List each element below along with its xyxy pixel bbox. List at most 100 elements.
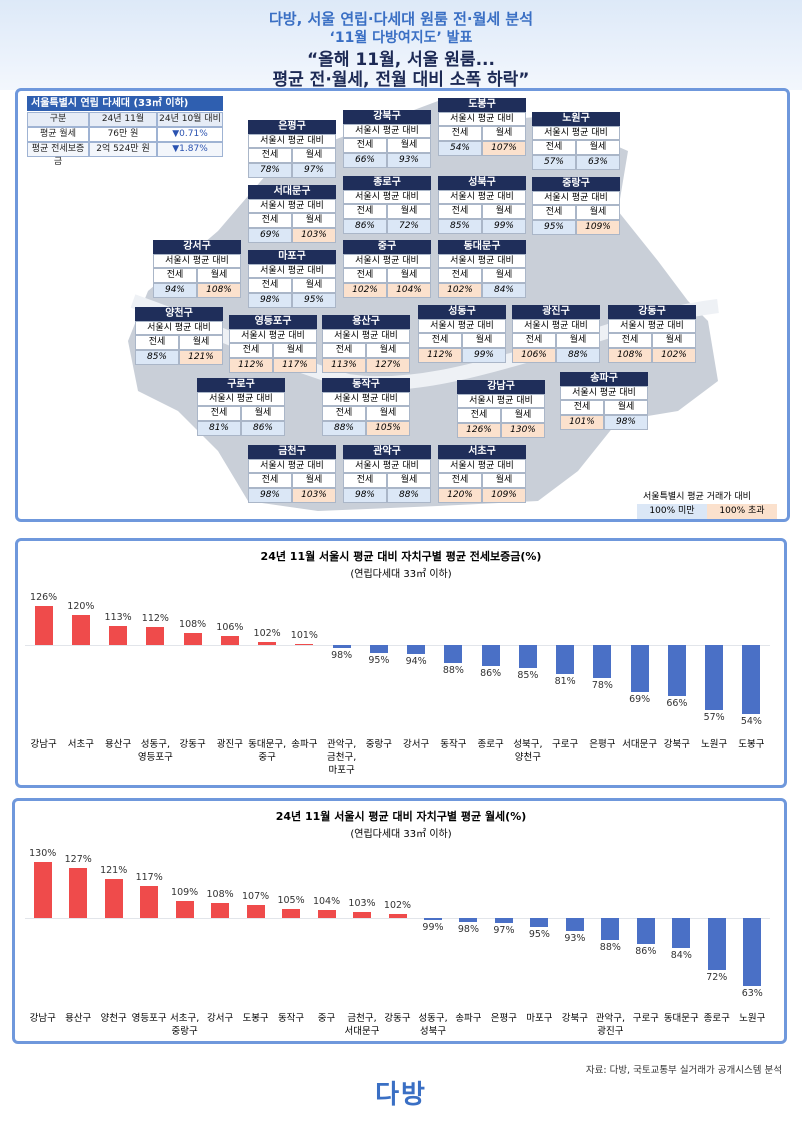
district-subheader: 서울시 평균 대비 [560, 386, 648, 400]
district-value: 99% [482, 219, 526, 234]
district-value: 130% [501, 423, 545, 438]
value-label: 121% [100, 864, 128, 876]
summary-cell: 2억 524만 원 [89, 142, 157, 157]
district-name: 종로구 [343, 176, 431, 190]
district-name: 구로구 [197, 378, 285, 392]
district-col: 월세 [652, 333, 696, 348]
x-tick-label: 강서구 [206, 1013, 234, 1024]
x-tick-label: 동작구 [440, 739, 467, 750]
x-tick-label: 동대문구, 중구 [248, 739, 287, 763]
district-subheader: 서울시 평균 대비 [322, 392, 410, 406]
baseline [25, 917, 770, 919]
bar [601, 917, 620, 941]
value-label: 88% [599, 942, 621, 954]
value-label: 103% [348, 898, 376, 910]
district-name: 용산구 [322, 315, 410, 329]
value-label: 130% [29, 848, 57, 860]
district-col: 월세 [241, 406, 285, 421]
value-label: 98% [331, 650, 353, 661]
x-tick-label: 종로구 [703, 1013, 730, 1024]
district-name: 관악구 [343, 445, 431, 459]
district-value: 126% [457, 423, 501, 438]
district-col: 월세 [462, 333, 506, 348]
x-tick-label: 송파구 [455, 1013, 482, 1024]
district-value: 97% [292, 163, 336, 178]
district-name: 광진구 [512, 305, 600, 319]
bar [423, 917, 442, 920]
district-subheader: 서울시 평균 대비 [608, 319, 696, 333]
bar [69, 867, 88, 918]
district-name: 양천구 [135, 307, 223, 321]
district-subheader: 서울시 평균 대비 [438, 459, 526, 473]
bar [71, 615, 90, 645]
district-col: 월세 [292, 213, 336, 228]
x-tick-label: 관악구, 금천구, 마포구 [327, 739, 357, 776]
district-col: 월세 [387, 268, 431, 283]
bar [183, 633, 202, 645]
district-value: 57% [532, 155, 576, 170]
chart-title: 24년 11월 서울시 평균 대비 자치구별 평균 전세보증금(%) [260, 550, 542, 563]
bar [353, 912, 372, 918]
value-label: 97% [493, 925, 515, 937]
value-label: 126% [30, 592, 58, 603]
x-tick-label: 마포구 [526, 1013, 553, 1024]
x-tick-label: 강북구 [561, 1013, 588, 1024]
bar [33, 862, 52, 918]
district-name: 도봉구 [438, 98, 526, 112]
district-value: 112% [418, 348, 462, 363]
value-label: 54% [740, 716, 762, 727]
value-label: 104% [312, 896, 341, 908]
district-subheader: 서울시 평균 대비 [248, 134, 336, 148]
value-label: 99% [422, 921, 444, 933]
district-value: 109% [482, 488, 526, 503]
x-tick-label: 도봉구 [242, 1013, 269, 1024]
district-value: 113% [322, 358, 366, 373]
x-tick-label: 강동구 [384, 1013, 411, 1024]
bar [220, 636, 239, 645]
district-name: 노원구 [532, 112, 620, 126]
district-value: 108% [197, 283, 241, 298]
x-tick-label: 양천구 [100, 1013, 127, 1024]
district-col: 전세 [438, 126, 482, 141]
district-name: 금천구 [248, 445, 336, 459]
header-line: 평균 전·월세, 전월 대비 소폭 하락” [272, 70, 530, 90]
district-subheader: 서울시 평균 대비 [457, 394, 545, 408]
bar [317, 910, 336, 918]
x-tick-label: 노원구 [701, 739, 728, 750]
x-tick-label: 용산구 [105, 739, 132, 750]
district-col: 전세 [608, 333, 652, 348]
district-value: 54% [438, 141, 482, 156]
bar [705, 645, 724, 710]
district-subheader: 서울시 평균 대비 [343, 254, 431, 268]
value-label: 101% [290, 629, 318, 641]
district-subheader: 서울시 평균 대비 [438, 112, 526, 126]
district-name: 동작구 [322, 378, 410, 392]
bar [494, 917, 513, 924]
district-subheader: 서울시 평균 대비 [343, 124, 431, 138]
value-label: 102% [253, 628, 281, 639]
bar [104, 878, 123, 918]
bar [556, 645, 575, 674]
value-label: 108% [179, 619, 207, 630]
value-label: 102% [383, 900, 412, 912]
district-value: 88% [387, 488, 431, 503]
bar [742, 645, 761, 714]
district-col: 전세 [532, 140, 576, 155]
district-name: 강동구 [608, 305, 696, 319]
district-subheader: 서울시 평균 대비 [343, 190, 431, 204]
district-col: 전세 [438, 204, 482, 219]
district-col: 전세 [418, 333, 462, 348]
x-tick-label: 서초구, 중랑구 [170, 1013, 200, 1037]
district-name: 강북구 [343, 110, 431, 124]
district-value: 121% [179, 350, 223, 365]
x-tick-label: 영등포구 [131, 1013, 167, 1024]
district-value: 102% [652, 348, 696, 363]
district-col: 월세 [482, 204, 526, 219]
district-subheader: 서울시 평균 대비 [197, 392, 285, 406]
district-subheader: 서울시 평균 대비 [135, 321, 223, 335]
district-name: 중구 [343, 240, 431, 254]
district-name: 강서구 [153, 240, 241, 254]
bar [743, 917, 762, 987]
district-value: 86% [343, 219, 387, 234]
